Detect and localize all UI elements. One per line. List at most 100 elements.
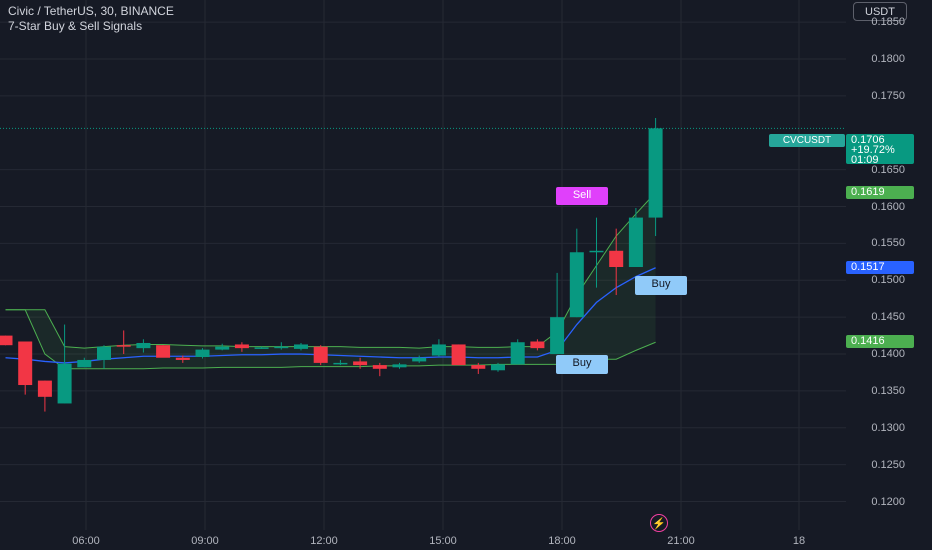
candle-down <box>372 362 387 377</box>
grid-lines <box>0 0 846 530</box>
candle-body <box>0 335 13 346</box>
sell-signal-label: Sell <box>556 187 608 205</box>
candle-up <box>215 343 230 351</box>
candle-body <box>510 342 525 365</box>
candle-down <box>353 357 368 369</box>
symbol-price-tag: CVCUSDT <box>769 134 845 147</box>
candle-up <box>254 346 269 349</box>
price-scale-label: 0.1250 <box>871 458 905 471</box>
candle-up <box>97 345 111 369</box>
time-axis-label: 09:00 <box>191 535 219 547</box>
chart-legend: Civic / TetherUS, 30, BINANCE 7-Star Buy… <box>8 4 174 34</box>
candle-up <box>491 362 505 372</box>
time-axis-label: 18 <box>792 535 806 547</box>
candle-body <box>254 347 269 349</box>
candle-up <box>431 339 446 357</box>
buy-signal-label: Buy <box>556 355 608 374</box>
candle-body <box>648 128 663 218</box>
candle-up <box>412 355 427 363</box>
time-axis-label: 06:00 <box>72 535 100 547</box>
candle-body <box>569 252 584 318</box>
candle-up <box>294 342 308 351</box>
candle-body <box>215 346 230 350</box>
lower-line <box>5 309 656 370</box>
candle-body <box>37 380 52 397</box>
candle-body <box>451 344 466 366</box>
time-axis-label: 21:00 <box>667 535 695 547</box>
candle-up <box>333 359 348 366</box>
price-scale-label: 0.1500 <box>871 274 905 287</box>
price-scale-label: 0.1800 <box>871 53 905 65</box>
price-scale-label: 0.1300 <box>871 421 905 434</box>
candle-down <box>530 339 545 351</box>
candle-down <box>0 335 13 346</box>
last-price-tag: 0.1706 +19.72% 01:09 <box>846 134 914 166</box>
indicator-title[interactable]: 7-Star Buy & Sell Signals <box>8 19 143 33</box>
candle-body <box>333 362 348 365</box>
candle-up <box>628 208 643 268</box>
candle-up <box>195 348 210 359</box>
candle-body <box>412 357 427 362</box>
candle-up <box>392 362 407 369</box>
time-axis-label: 15:00 <box>429 535 457 547</box>
candle-body <box>431 344 446 356</box>
candle-body <box>195 349 210 357</box>
candle-up <box>77 357 92 368</box>
candle-body <box>530 341 545 349</box>
candle-up <box>510 339 525 365</box>
candle-down <box>18 341 33 395</box>
price-scale-label: 0.1600 <box>871 200 905 213</box>
candle-body <box>274 346 289 349</box>
candle-down <box>116 330 131 355</box>
upper-line <box>5 192 656 349</box>
indicator-price-tag: 0.1517 <box>846 260 914 274</box>
candle-body <box>175 357 190 360</box>
price-scale-label: 0.1650 <box>871 163 905 176</box>
price-scale-label: 0.1850 <box>871 16 905 29</box>
bar-countdown: 01:09 <box>851 154 879 166</box>
candle-down <box>175 355 190 363</box>
trend-line <box>5 267 656 364</box>
time-axis-label: 12:00 <box>310 535 338 547</box>
buy-signal-label: Buy <box>635 276 687 295</box>
candle-body <box>471 365 486 369</box>
candle-up <box>589 217 604 288</box>
candle-body <box>550 317 565 355</box>
candle-up <box>648 118 663 237</box>
buy-signal-text: Buy <box>572 357 592 369</box>
candle-body <box>372 365 387 369</box>
candle-body <box>353 361 368 366</box>
lightning-icon[interactable]: ⚡ <box>650 514 668 532</box>
price-scale-label: 0.1550 <box>871 237 905 250</box>
candle-down <box>234 342 249 352</box>
candle-body <box>77 359 92 368</box>
currency-button[interactable]: USDT <box>853 2 907 21</box>
last-price-value: 0.1706 <box>851 134 885 146</box>
candle-down <box>471 362 486 374</box>
candle-body <box>57 363 72 404</box>
candle-body <box>18 341 33 386</box>
candle-series <box>0 118 663 412</box>
candle-body <box>491 364 505 371</box>
candle-body <box>156 345 171 358</box>
indicator-price-tag: 0.1619 <box>846 185 914 199</box>
candle-body <box>609 250 624 268</box>
time-axis-label: 18:00 <box>548 535 576 547</box>
candle-down <box>37 380 52 412</box>
candle-down <box>313 345 328 366</box>
candle-body <box>313 346 328 363</box>
indicator-ribbon <box>5 192 656 370</box>
candle-body <box>294 344 308 349</box>
candle-body <box>234 344 249 349</box>
candle-up <box>136 339 151 353</box>
symbol-title[interactable]: Civic / TetherUS, 30, BINANCE <box>8 4 174 18</box>
ribbon-fill <box>5 192 656 369</box>
candle-up <box>550 272 565 355</box>
candle-body <box>136 342 151 349</box>
buy-signal-text: Buy <box>651 278 671 290</box>
candle-body <box>589 250 604 253</box>
candle-up <box>57 324 72 404</box>
candle-body <box>97 346 111 360</box>
